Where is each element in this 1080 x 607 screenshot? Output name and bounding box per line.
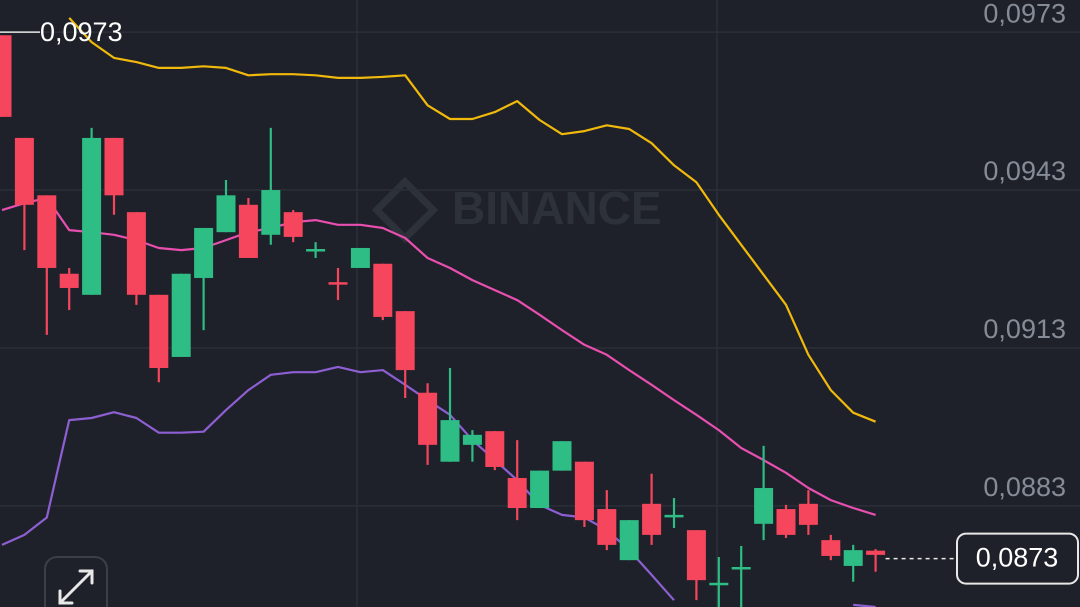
candle-body bbox=[82, 137, 102, 295]
candle-body bbox=[126, 212, 146, 295]
candle-body bbox=[574, 461, 594, 521]
candle-body bbox=[866, 550, 886, 555]
y-tick-label: 0,0883 bbox=[983, 472, 1066, 502]
candle-body bbox=[664, 514, 684, 518]
candle-body bbox=[418, 392, 438, 445]
band-line bbox=[1, 365, 876, 607]
candle-body bbox=[395, 311, 415, 371]
candle-body bbox=[552, 441, 572, 471]
candle-body bbox=[776, 509, 796, 535]
candle-body bbox=[440, 420, 460, 462]
candle-body bbox=[597, 509, 617, 545]
candle-body bbox=[238, 204, 258, 258]
candle-body bbox=[14, 137, 34, 205]
last-price-label: 0,0873 bbox=[976, 543, 1059, 573]
candle-body bbox=[686, 530, 706, 581]
candle-body bbox=[754, 488, 774, 524]
y-tick-label: 0,0913 bbox=[983, 314, 1066, 344]
candle-body bbox=[104, 137, 124, 196]
candle-body bbox=[642, 503, 662, 535]
candle-body bbox=[350, 247, 370, 268]
candle-body bbox=[373, 263, 393, 317]
candle-body bbox=[821, 540, 841, 556]
y-tick-label: 0,0973 bbox=[983, 0, 1066, 28]
candle-body bbox=[261, 190, 281, 235]
candle-body bbox=[171, 273, 191, 357]
candle-body bbox=[37, 195, 57, 268]
candle-body bbox=[328, 282, 348, 285]
candle-body bbox=[530, 470, 550, 509]
expand-button[interactable] bbox=[44, 556, 108, 607]
watermark-text: BINANCE bbox=[452, 182, 662, 234]
watermark: BINANCE bbox=[371, 176, 662, 244]
candle-body bbox=[485, 431, 505, 467]
candle-body bbox=[149, 294, 169, 368]
candle-body bbox=[462, 434, 482, 445]
candle-body bbox=[306, 249, 326, 252]
candle-body bbox=[709, 582, 729, 586]
high-marker-label: 0,0973 bbox=[40, 17, 123, 47]
band-line bbox=[68, 17, 877, 423]
candle-body bbox=[731, 566, 751, 570]
y-tick-label: 0,0943 bbox=[983, 156, 1066, 186]
last-price-box bbox=[956, 532, 1079, 585]
candle-body bbox=[216, 195, 236, 233]
candle-body bbox=[59, 273, 79, 288]
candle-body bbox=[798, 503, 818, 525]
candle-body bbox=[619, 520, 639, 561]
candle-body bbox=[0, 35, 12, 117]
candle-body bbox=[283, 212, 303, 237]
band-line bbox=[1, 196, 876, 516]
candle-body bbox=[507, 478, 527, 509]
candle-body bbox=[194, 227, 214, 278]
candle-body bbox=[843, 550, 863, 566]
